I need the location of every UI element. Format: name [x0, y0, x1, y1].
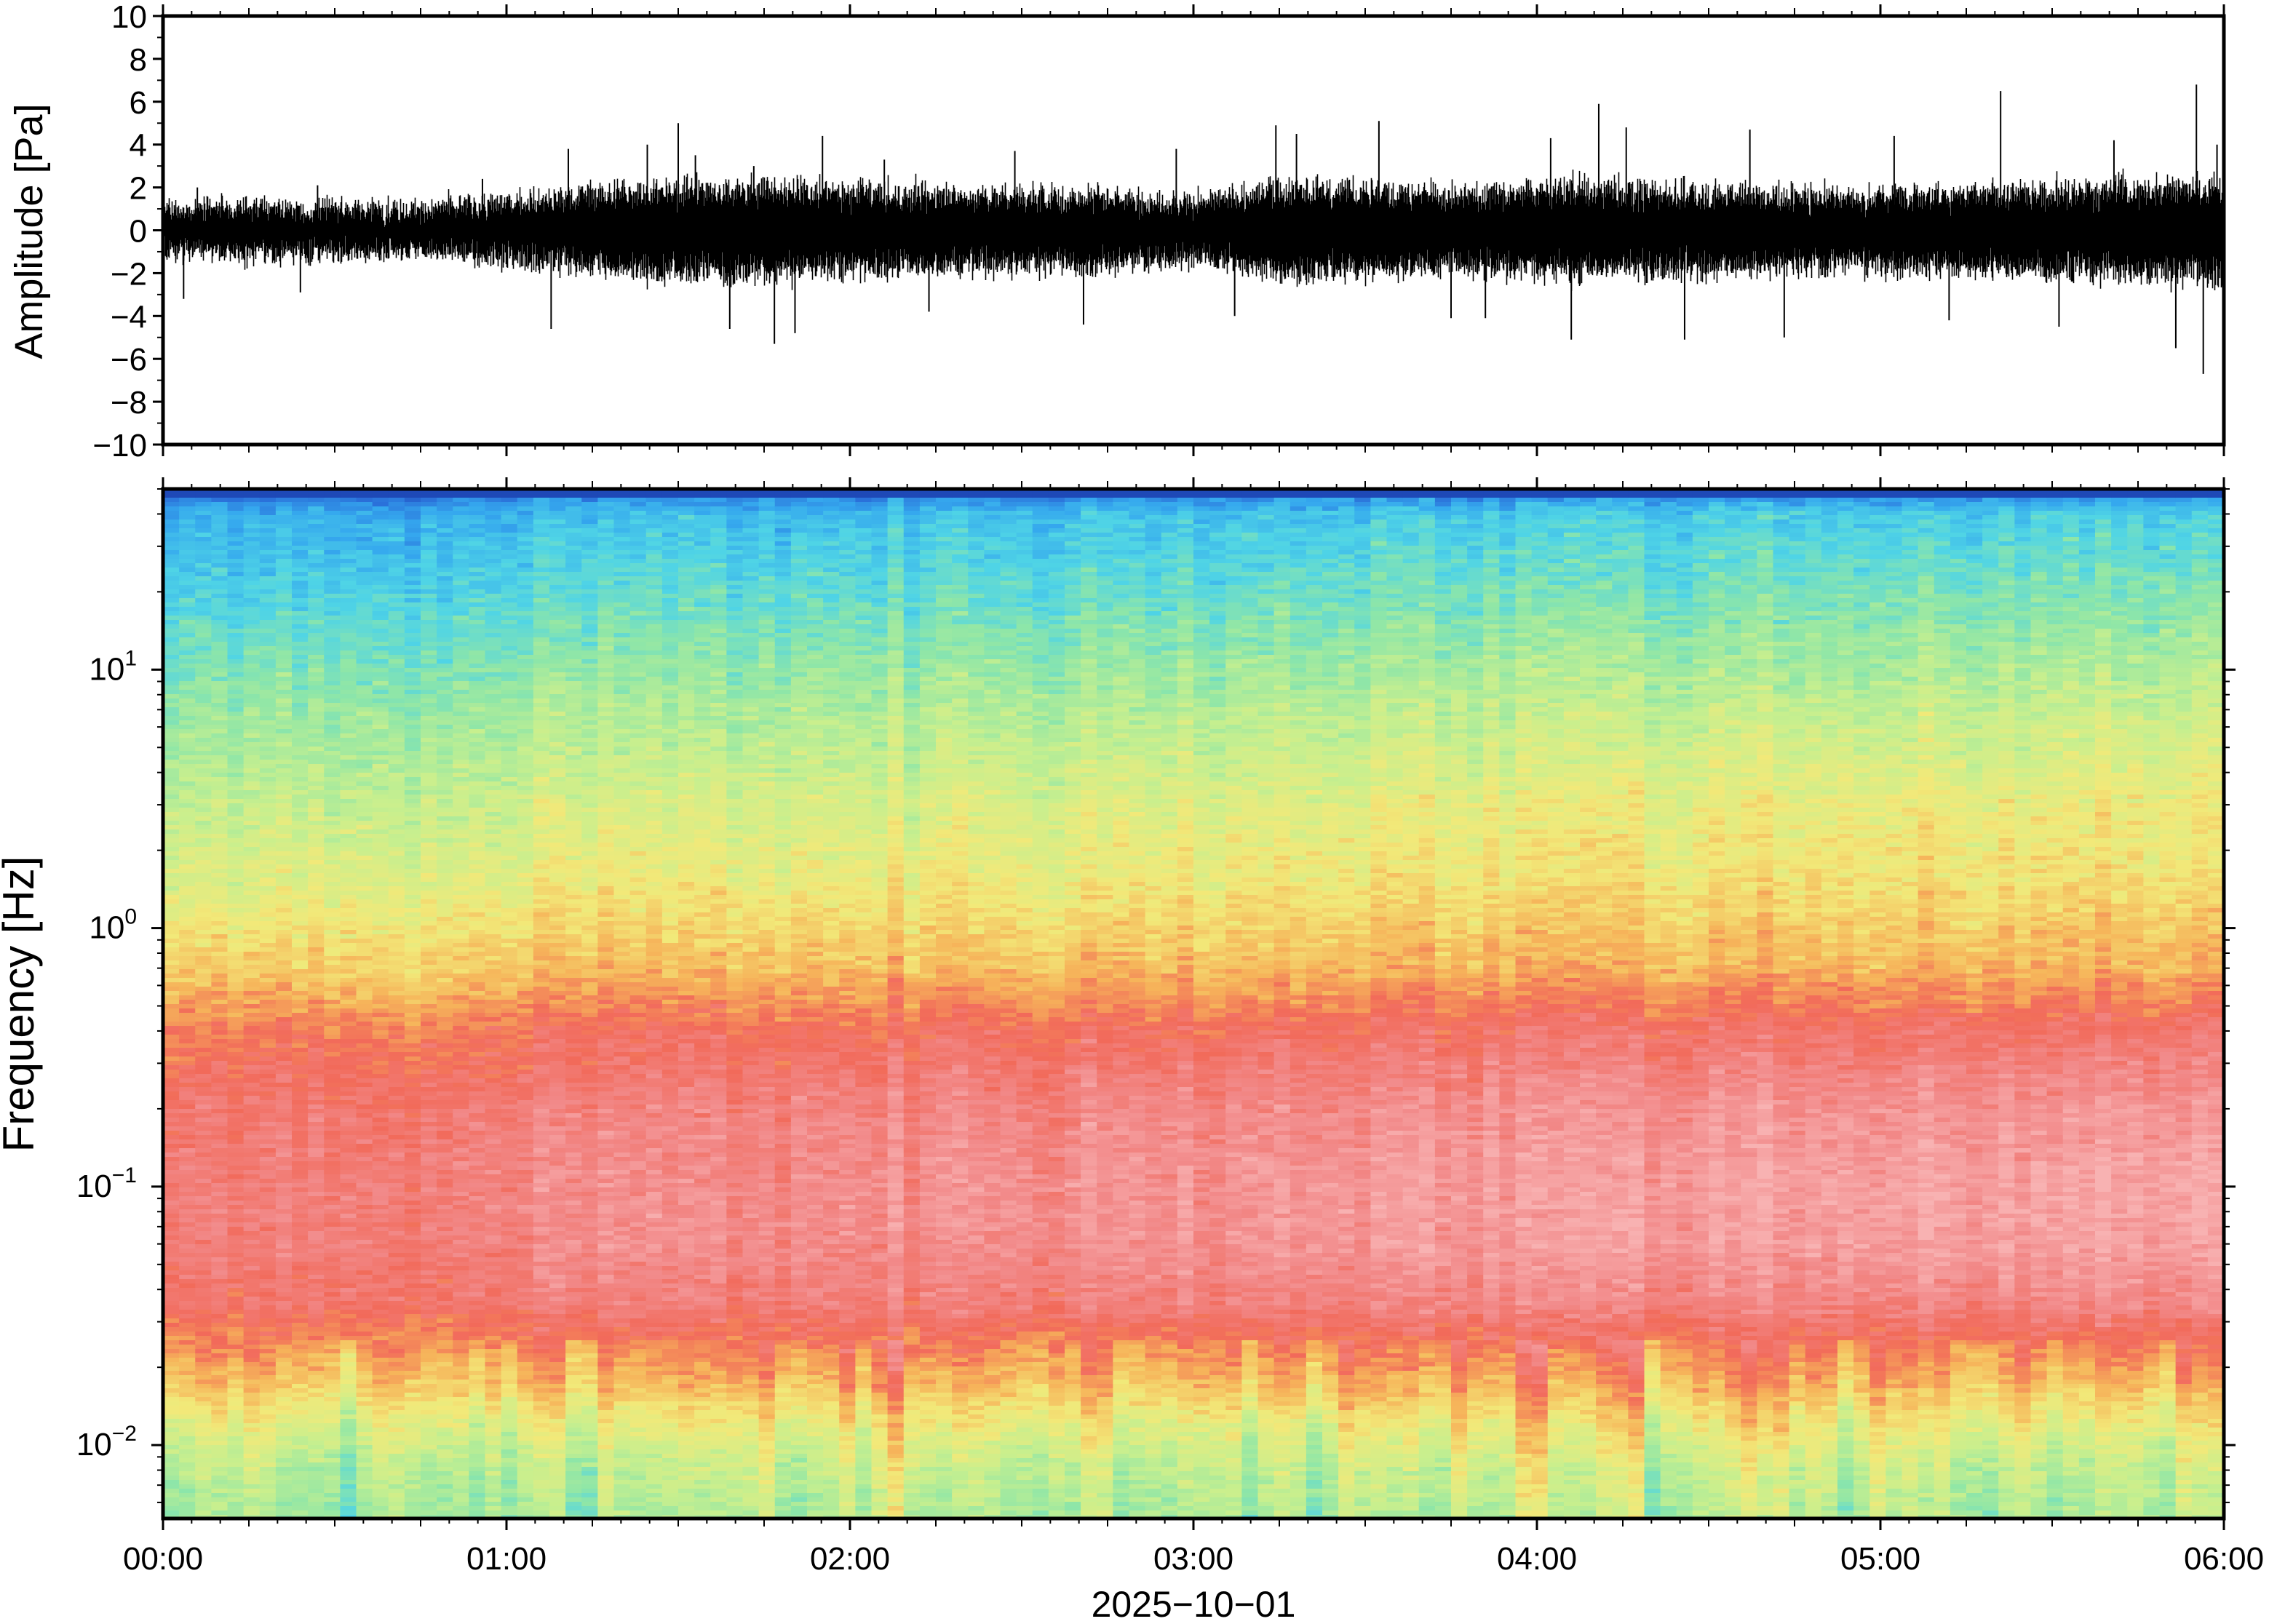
- waveform-y-tick-label: −6: [111, 342, 147, 378]
- waveform-y-tick-label: −8: [111, 385, 147, 421]
- spectrogram-y-axis-label: Frequency [Hz]: [0, 856, 43, 1153]
- spectrogram-y-tick-label: 10−2: [76, 1422, 137, 1462]
- waveform-y-tick-label: 4: [130, 128, 147, 164]
- waveform-y-tick-label: −2: [111, 256, 147, 292]
- waveform-y-ticks: 10 8 6 4 2 0 −2 −4 −6 −8 −10: [92, 0, 163, 463]
- waveform-y-tick-label: 10: [111, 0, 147, 35]
- spectrogram-y-tick-label: 100: [89, 905, 137, 946]
- x-tick-label: 00:00: [123, 1541, 203, 1577]
- x-tick-label: 06:00: [2184, 1541, 2264, 1577]
- waveform-y-tick-label: 8: [130, 42, 147, 78]
- waveform-y-tick-label: −4: [111, 299, 147, 335]
- waveform-y-axis-label: Amplitude [Pa]: [7, 103, 51, 359]
- x-tick-label: 04:00: [1497, 1541, 1577, 1577]
- spectrogram-y-tick-label: 101: [89, 646, 137, 687]
- waveform-y-tick-label: 6: [130, 85, 147, 121]
- spectrogram-panel: 10−2 10−1 100 101 00:00 01:00 02:00 03:00 04:00…: [0, 477, 2264, 1624]
- spectrogram-heatmap: [163, 489, 2225, 1520]
- waveform-y-tick-label: 2: [130, 171, 147, 207]
- waveform-panel: 10 8 6 4 2 0 −2 −4 −6 −8 −10 Amplitude [Pa]: [7, 0, 2224, 463]
- waveform-y-tick-label: 0: [130, 214, 147, 250]
- x-tick-label: 05:00: [1840, 1541, 1920, 1577]
- x-tick-label: 02:00: [810, 1541, 890, 1577]
- x-tick-label: 01:00: [466, 1541, 547, 1577]
- x-tick-label: 03:00: [1153, 1541, 1233, 1577]
- waveform-y-tick-label: −10: [92, 428, 147, 463]
- spectrogram-y-tick-label: 10−1: [76, 1163, 137, 1204]
- spectrogram-x-axis-label: 2025−10−01: [1092, 1584, 1296, 1624]
